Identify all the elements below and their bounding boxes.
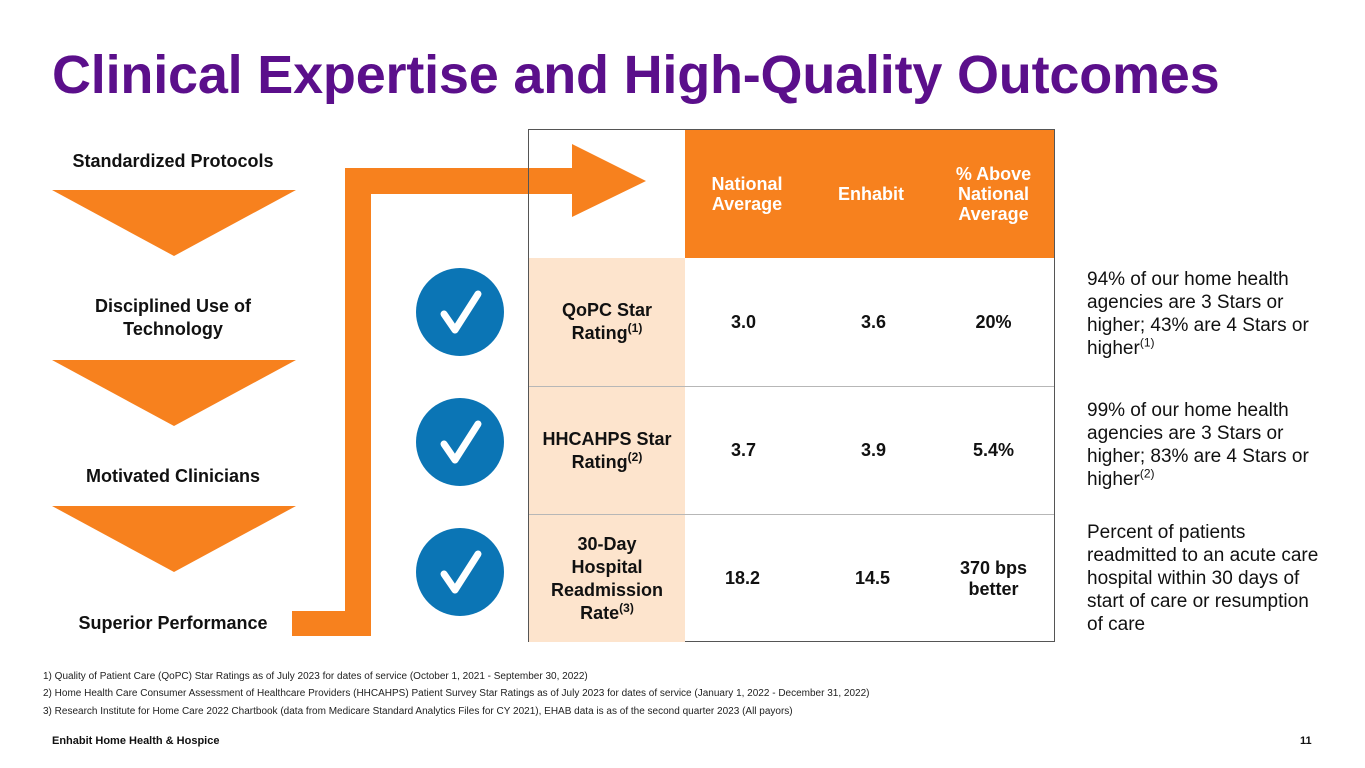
check-icon bbox=[416, 528, 504, 616]
enhabit-value: 3.9 bbox=[861, 440, 887, 460]
national-value: 3.0 bbox=[731, 311, 757, 332]
note-readmission: Percent of patients readmitted to an acu… bbox=[1087, 522, 1319, 635]
enhabit-value: 3.6 bbox=[861, 311, 887, 332]
step-motivated-clinicians: Motivated Clinicians bbox=[85, 466, 261, 486]
enhabit-value: 14.5 bbox=[855, 568, 891, 588]
national-value: 3.7 bbox=[731, 440, 757, 460]
check-icon bbox=[416, 398, 504, 486]
header-enhabit: Enhabit bbox=[809, 130, 933, 258]
outcomes-table: National Average Enhabit % Above Nationa… bbox=[528, 129, 1055, 642]
note-qopc: 94% of our home health agencies are 3 St… bbox=[1087, 269, 1309, 359]
footnote-2: 2) Home Health Care Consumer Assessment … bbox=[43, 688, 870, 699]
page-number: 11 bbox=[1300, 735, 1312, 747]
header-above-national: % Above National Average bbox=[933, 130, 1054, 258]
step-superior-performance: Superior Performance bbox=[78, 613, 268, 633]
above-value: 20% bbox=[975, 311, 1012, 332]
down-arrow-icon bbox=[52, 506, 296, 572]
footnote-1: 1) Quality of Patient Care (QoPC) Star R… bbox=[43, 671, 588, 682]
above-value: 5.4% bbox=[972, 440, 1015, 460]
above-value: 370 bps better bbox=[959, 557, 1028, 599]
step-standardized-protocols: Standardized Protocols bbox=[72, 151, 274, 171]
page-title: Clinical Expertise and High-Quality Outc… bbox=[52, 45, 1220, 105]
note-hhcahps: 99% of our home health agencies are 3 St… bbox=[1087, 400, 1309, 490]
header-national-average: National Average bbox=[685, 130, 809, 258]
table-row: QoPC Star Rating(1) 3.0 3.6 20% bbox=[529, 258, 1054, 386]
check-icon bbox=[416, 268, 504, 356]
table-row: HHCAHPS Star Rating(2) 3.7 3.9 5.4% bbox=[529, 386, 1054, 514]
down-arrow-icon bbox=[52, 190, 296, 256]
row-label: 30-Day Hospital Readmission Rate(3) bbox=[529, 515, 685, 642]
row-label: HHCAHPS Star Rating(2) bbox=[529, 387, 685, 514]
row-label: QoPC Star Rating(1) bbox=[529, 258, 685, 386]
footer-company: Enhabit Home Health & Hospice bbox=[52, 735, 220, 747]
national-value: 18.2 bbox=[725, 568, 761, 588]
footnote-3: 3) Research Institute for Home Care 2022… bbox=[43, 706, 793, 717]
table-row: 30-Day Hospital Readmission Rate(3) 18.2… bbox=[529, 514, 1054, 642]
down-arrow-icon bbox=[52, 360, 296, 426]
step-disciplined-technology: Disciplined Use of Technology bbox=[94, 296, 252, 339]
